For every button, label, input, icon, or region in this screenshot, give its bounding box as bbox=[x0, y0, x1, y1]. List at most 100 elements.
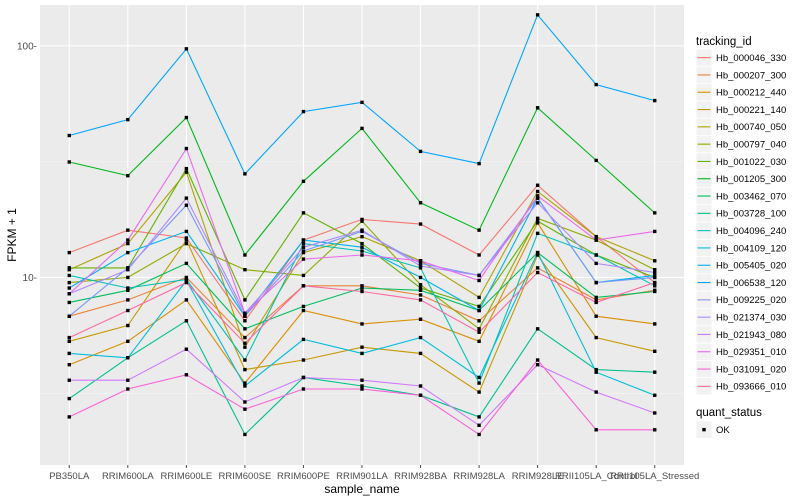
x-tick-label: RRIM600LE bbox=[160, 471, 212, 482]
data-point bbox=[243, 381, 247, 385]
data-point bbox=[126, 173, 130, 178]
y-tick-label: 10- bbox=[23, 273, 37, 284]
data-point bbox=[594, 300, 598, 305]
legend-label: Hb_000207_300 bbox=[716, 70, 786, 81]
data-point bbox=[360, 253, 364, 257]
data-point bbox=[184, 236, 189, 240]
data-point bbox=[243, 327, 247, 331]
data-point bbox=[243, 253, 247, 257]
data-point bbox=[243, 298, 247, 302]
data-point bbox=[535, 189, 540, 194]
data-point bbox=[594, 82, 598, 87]
data-point bbox=[301, 211, 306, 215]
data-point bbox=[418, 384, 423, 388]
data-point bbox=[477, 295, 481, 300]
data-point bbox=[594, 234, 598, 239]
data-point bbox=[67, 286, 71, 290]
x-tick-label: RRIM928LA bbox=[453, 471, 505, 482]
legend-label: Hb_004096_240 bbox=[716, 226, 786, 237]
quant-legend-title: quant_status bbox=[696, 407, 762, 419]
data-point bbox=[418, 335, 423, 340]
data-point bbox=[477, 415, 481, 419]
legend-label: Hb_009225_020 bbox=[716, 295, 786, 306]
data-point bbox=[67, 292, 71, 296]
data-point bbox=[535, 253, 540, 257]
data-point bbox=[243, 384, 247, 388]
data-point bbox=[360, 345, 364, 349]
data-point bbox=[653, 393, 657, 397]
data-point bbox=[67, 363, 71, 367]
data-point bbox=[535, 327, 540, 331]
data-point bbox=[594, 158, 598, 163]
data-point bbox=[360, 322, 364, 326]
legend-label: Hb_031091_020 bbox=[716, 364, 786, 375]
data-point bbox=[126, 323, 130, 328]
data-point bbox=[594, 370, 598, 374]
data-point bbox=[477, 390, 481, 394]
legend-label: Hb_003462_070 bbox=[716, 191, 786, 202]
data-point bbox=[301, 245, 306, 249]
data-point bbox=[653, 411, 657, 415]
data-point bbox=[67, 339, 71, 344]
data-point bbox=[477, 161, 481, 166]
data-point bbox=[243, 407, 247, 411]
data-point bbox=[301, 238, 306, 242]
data-point bbox=[67, 415, 71, 419]
data-point bbox=[418, 259, 423, 263]
data-point bbox=[418, 293, 423, 297]
data-point bbox=[184, 47, 189, 51]
x-tick-label: RRIM600PE bbox=[277, 471, 330, 482]
data-point bbox=[243, 314, 247, 318]
data-point bbox=[243, 358, 247, 362]
legend: tracking_id quant_status Hb_000046_330 Hb… bbox=[695, 36, 786, 439]
data-point bbox=[126, 117, 130, 122]
legend-label: Hb_029351_010 bbox=[716, 347, 786, 358]
data-point bbox=[594, 238, 598, 242]
data-point bbox=[477, 228, 481, 232]
x-tick-label: RRIM600LA bbox=[102, 471, 154, 482]
data-point bbox=[477, 319, 481, 323]
data-point bbox=[126, 250, 130, 255]
legend-label: Hb_000212_440 bbox=[716, 88, 786, 99]
data-point bbox=[126, 387, 130, 391]
data-point bbox=[418, 201, 423, 205]
data-point bbox=[477, 375, 481, 380]
data-point bbox=[653, 428, 657, 432]
data-point bbox=[184, 146, 189, 151]
data-point bbox=[360, 378, 364, 382]
data-point bbox=[67, 396, 71, 401]
x-tick-label: RRIM928LE bbox=[512, 471, 564, 482]
data-point bbox=[67, 335, 71, 340]
data-point bbox=[594, 390, 598, 394]
data-points bbox=[67, 13, 657, 437]
data-point bbox=[594, 314, 598, 318]
data-point bbox=[360, 286, 364, 290]
data-point bbox=[184, 298, 189, 302]
data-point bbox=[243, 345, 247, 349]
data-point bbox=[360, 387, 364, 391]
data-point bbox=[301, 308, 306, 313]
data-point bbox=[535, 250, 540, 255]
data-point bbox=[184, 229, 189, 234]
data-point bbox=[243, 400, 247, 404]
data-point bbox=[535, 194, 540, 198]
x-tick-label: RRIM928BA bbox=[394, 471, 447, 482]
legend-label: Hb_000221_140 bbox=[716, 105, 786, 116]
legend-label: Hb_093666_010 bbox=[716, 382, 786, 393]
data-point bbox=[535, 13, 540, 17]
data-point bbox=[653, 211, 657, 215]
x-tick-label: PB350LA bbox=[49, 471, 90, 482]
data-point bbox=[67, 267, 71, 272]
data-point bbox=[184, 347, 189, 351]
data-point bbox=[184, 280, 189, 285]
data-point bbox=[243, 311, 247, 316]
data-point bbox=[243, 341, 247, 345]
legend-label: OK bbox=[716, 425, 730, 436]
data-point bbox=[535, 266, 540, 270]
data-point bbox=[418, 351, 423, 356]
data-point bbox=[653, 270, 657, 275]
data-point bbox=[535, 270, 540, 275]
data-point bbox=[477, 253, 481, 257]
data-point bbox=[477, 432, 481, 437]
